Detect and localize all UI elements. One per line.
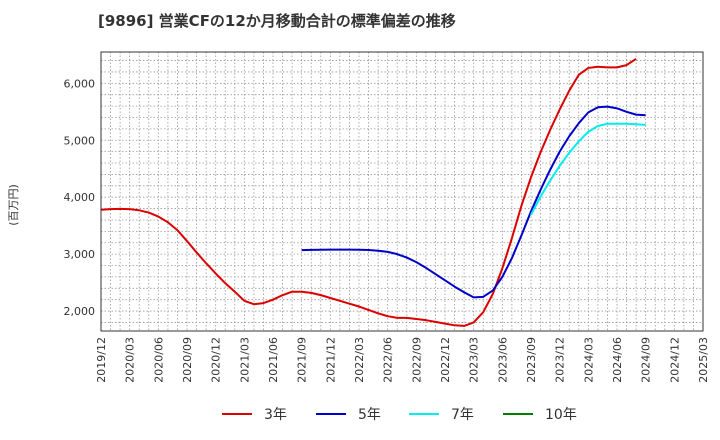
y-tick-label: 4,000 <box>64 191 96 204</box>
y-axis-label: (百万円) <box>7 184 20 226</box>
legend-label: 10年 <box>545 407 577 423</box>
legend-item: 7年 <box>409 402 474 426</box>
legend-item: 3年 <box>222 402 287 426</box>
x-tick-label: 2019/12 <box>95 337 108 383</box>
legend-label: 3年 <box>264 407 287 423</box>
x-tick-label: 2020/12 <box>210 337 223 383</box>
legend-item: 10年 <box>503 402 577 426</box>
series-layer <box>100 57 646 327</box>
x-tick-label: 2021/06 <box>267 337 280 383</box>
x-tick-label: 2021/03 <box>238 337 251 383</box>
y-tick-label: 6,000 <box>64 77 96 90</box>
legend-swatch <box>222 413 252 415</box>
x-tick-label: 2021/09 <box>296 337 309 383</box>
x-tick-label: 2024/09 <box>640 337 653 383</box>
series-line-3年 <box>100 57 637 327</box>
x-tick-label: 2024/03 <box>582 337 595 383</box>
chart-title: [9896] 営業CFの12か月移動合計の標準偏差の推移 <box>98 12 456 30</box>
y-tick-label: 5,000 <box>64 134 96 147</box>
grid-layer <box>101 52 703 331</box>
x-tick-label: 2023/06 <box>496 337 509 383</box>
legend-item: 5年 <box>316 402 381 426</box>
y-tick-labels: 2,000 3,000 4,000 5,000 6,000 <box>64 77 96 318</box>
x-tick-label: 2022/12 <box>439 337 452 383</box>
x-tick-label: 2022/03 <box>353 337 366 383</box>
legend: 3年 5年 7年 10年 <box>0 402 720 426</box>
x-tick-label: 2020/03 <box>124 337 137 383</box>
x-tick-label: 2023/12 <box>554 337 567 383</box>
legend-swatch <box>409 413 439 415</box>
x-tick-label: 2023/09 <box>525 337 538 383</box>
x-tick-label: 2020/06 <box>152 337 165 383</box>
y-tick-label: 2,000 <box>64 305 96 318</box>
x-tick-label: 2025/03 <box>697 337 710 383</box>
legend-swatch <box>316 413 346 415</box>
legend-swatch <box>503 413 533 415</box>
y-tick-label: 3,000 <box>64 248 96 261</box>
x-tick-label: 2022/06 <box>382 337 395 383</box>
plot-frame <box>100 51 704 332</box>
series-line-7年 <box>530 122 646 216</box>
x-tick-labels: 2019/12 2020/03 2020/06 2020/09 2020/12 2021/… <box>95 337 710 383</box>
x-tick-label: 2020/09 <box>181 337 194 383</box>
x-tick-label: 2022/09 <box>410 337 423 383</box>
legend-label: 7年 <box>451 407 474 423</box>
x-tick-label: 2024/12 <box>668 337 681 383</box>
x-tick-label: 2021/12 <box>324 337 337 383</box>
x-tick-label: 2024/06 <box>611 337 624 383</box>
series-line-5年 <box>301 105 646 299</box>
legend-label: 5年 <box>358 407 381 423</box>
x-tick-label: 2023/03 <box>468 337 481 383</box>
